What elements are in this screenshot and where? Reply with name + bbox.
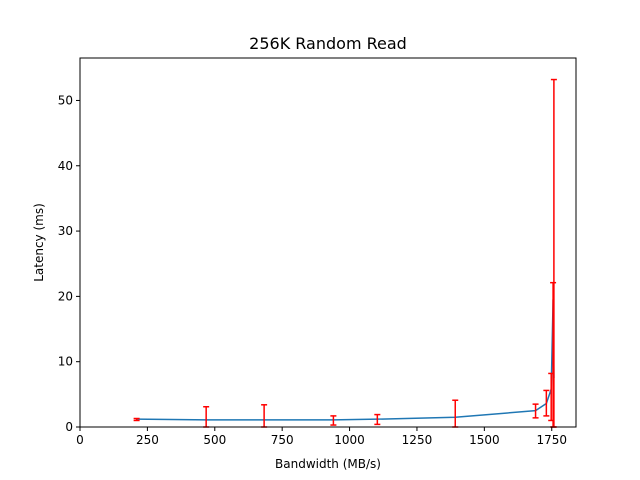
x-tick-label: 1250 — [402, 433, 433, 447]
x-axis-label: Bandwidth (MB/s) — [275, 457, 381, 471]
y-tick-label: 30 — [58, 224, 73, 238]
error-bar — [543, 389, 550, 417]
x-tick-label: 1000 — [334, 433, 365, 447]
error-bar — [133, 417, 140, 422]
axes-frame — [79, 57, 577, 428]
x-tick-label: 0 — [76, 433, 84, 447]
y-tick-label: 50 — [58, 93, 73, 107]
y-tick-label: 0 — [65, 420, 73, 434]
plot-area — [133, 78, 557, 428]
x-tick-label: 1500 — [469, 433, 500, 447]
axis-ticks: 0 250 500 750 1000 1250 1500 1750 0 10 20 30 40 50 — [58, 93, 567, 447]
y-tick-label: 20 — [58, 289, 73, 303]
y-axis-label: Latency (ms) — [32, 203, 46, 282]
x-tick-label: 250 — [136, 433, 159, 447]
error-bar — [532, 403, 539, 419]
x-tick-label: 500 — [203, 433, 226, 447]
error-bar — [330, 415, 337, 426]
x-tick-label: 750 — [271, 433, 294, 447]
y-tick-label: 10 — [58, 355, 73, 369]
x-tick-label: 1750 — [536, 433, 567, 447]
chart-title: 256K Random Read — [249, 34, 407, 53]
error-bar — [374, 413, 381, 426]
y-tick-label: 40 — [58, 159, 73, 173]
